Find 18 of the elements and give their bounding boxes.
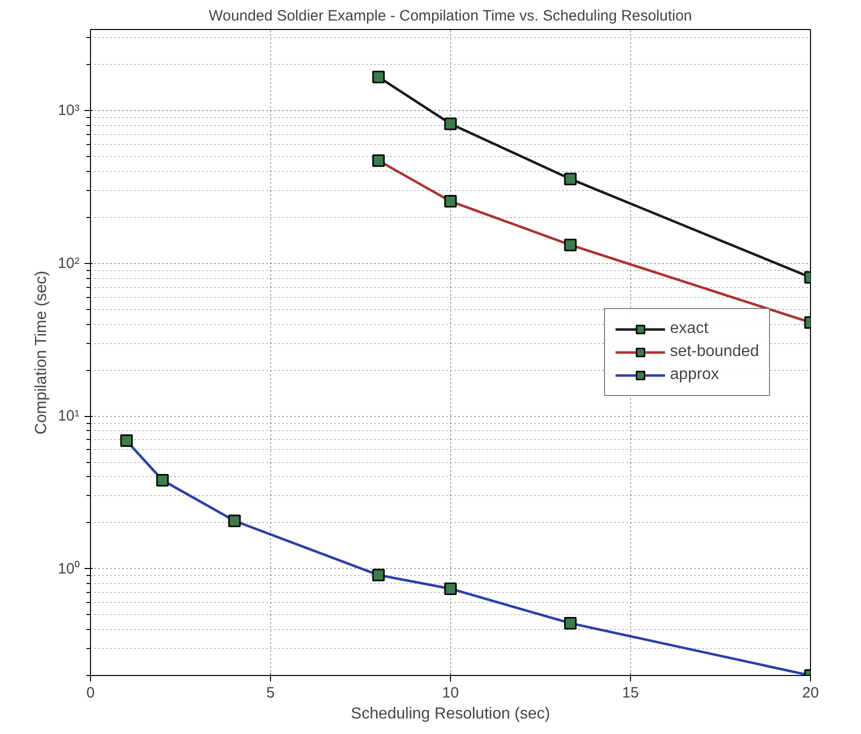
legend-label: approx [670,366,719,384]
x-tick-label: 5 [266,684,275,702]
x-tick-label: 15 [622,684,639,702]
y-axis-title: Compilation Time (sec) [32,270,50,434]
x-tick-label: 10 [442,684,459,702]
legend-label: set-bounded [670,343,759,361]
x-tick-label: 20 [802,684,819,702]
y-tick-label: 10⁰ [58,560,80,578]
point [372,70,385,84]
y-tick-label: 10³ [58,102,80,120]
y-tick-label: 10² [58,254,80,272]
chart-title: Wounded Soldier Example - Compilation Time vs. Scheduling Resolution [208,8,692,24]
legend-label: exact [670,320,708,338]
point [564,172,577,186]
y-tick-label: 10¹ [58,408,80,425]
x-axis-title: Scheduling Resolution (sec) [350,706,550,722]
point [444,118,457,130]
x-tick-label: 0 [86,684,95,702]
